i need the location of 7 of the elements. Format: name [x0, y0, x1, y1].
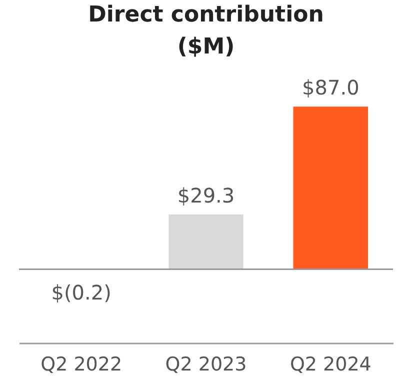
x-tick-label: Q2 2024	[290, 354, 372, 376]
x-tick-label: Q2 2023	[165, 354, 247, 376]
chart-title: Direct contribution ($M)	[88, 2, 324, 60]
x-tick-label: Q2 2022	[40, 354, 122, 376]
data-label: $87.0	[302, 76, 360, 100]
data-label: $29.3	[177, 183, 235, 208]
data-label: $(0.2)	[51, 280, 112, 305]
